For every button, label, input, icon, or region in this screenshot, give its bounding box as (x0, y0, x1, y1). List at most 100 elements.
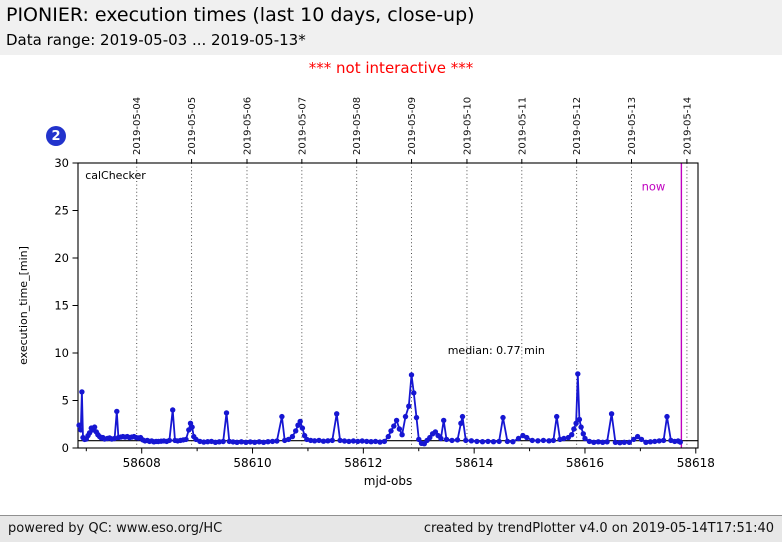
data-point (252, 439, 258, 445)
not-interactive-banner: *** not interactive *** (308, 59, 474, 77)
data-point (474, 438, 480, 445)
now-label: now (642, 180, 666, 194)
x-tick-label: 58616 (566, 456, 604, 470)
data-point (443, 436, 450, 443)
data-point (416, 436, 422, 443)
data-point (297, 418, 303, 425)
data-point (656, 438, 662, 444)
data-point (260, 439, 267, 445)
data-point (432, 429, 439, 435)
data-point (308, 437, 314, 444)
data-range-subtitle: Data range: 2019-05-03 ... 2019-05-13* (6, 31, 306, 49)
data-point (79, 389, 85, 395)
execution-times-chart: 2019-05-04 2019-05-05 2019-05-06 2019-05-07… (17, 97, 715, 488)
data-point (201, 439, 207, 445)
data-point (550, 437, 557, 444)
data-point (634, 433, 641, 440)
data-point (617, 440, 623, 446)
data-point (399, 432, 405, 438)
x-tick-label: 58612 (344, 456, 382, 470)
data-point (608, 411, 615, 417)
data-point (243, 439, 249, 445)
data-point (504, 438, 511, 445)
data-point (643, 439, 649, 445)
data-point (595, 439, 601, 445)
footer-created-by: created by trendPlotter v4.0 on 2019-05-… (423, 521, 774, 536)
data-point (325, 438, 331, 444)
data-point (449, 437, 455, 444)
data-point (359, 438, 365, 444)
data-point (569, 432, 575, 438)
data-point (571, 426, 577, 432)
data-point (677, 439, 683, 445)
data-point (406, 403, 412, 409)
data-line (78, 372, 681, 445)
data-point (76, 422, 82, 428)
data-point (621, 439, 627, 445)
data-point (582, 435, 588, 442)
data-point (364, 438, 370, 445)
top-axis-date-label: 2019-05-14 (682, 97, 693, 155)
data-point (459, 413, 466, 420)
data-point (350, 438, 357, 444)
data-point (413, 414, 420, 421)
data-point (341, 438, 348, 444)
data-point (220, 438, 226, 445)
data-point (311, 438, 318, 444)
data-point (454, 437, 461, 443)
top-axis-date-label: 2019-05-06 (242, 97, 253, 155)
data-point (427, 434, 433, 441)
data-point (580, 431, 586, 437)
data-point (438, 435, 444, 442)
y-tick-label: 20 (54, 251, 69, 265)
data-point (535, 438, 541, 444)
data-point (289, 433, 296, 440)
top-axis-date-label: 2019-05-10 (462, 97, 473, 155)
plot-number-badge: 2 (46, 126, 66, 146)
data-point (529, 437, 535, 444)
data-point (561, 435, 567, 442)
y-axis-title: execution_time_[min] (17, 246, 30, 365)
data-point (396, 426, 403, 432)
data-point (573, 420, 579, 426)
data-point (78, 427, 84, 433)
data-point (441, 417, 447, 424)
x-tick-label: 58618 (677, 456, 715, 470)
data-point (510, 439, 516, 445)
data-point (468, 438, 475, 444)
data-point (391, 423, 397, 429)
data-point (216, 439, 222, 445)
inner-label-calchecker: calChecker (85, 169, 146, 182)
data-point (189, 424, 195, 430)
data-point (612, 439, 619, 445)
data-point (500, 414, 506, 421)
data-point (377, 439, 383, 445)
data-point (638, 436, 645, 443)
data-point (230, 439, 236, 445)
data-point (234, 439, 240, 445)
data-point (91, 424, 98, 430)
y-tick-label: 10 (54, 346, 69, 360)
data-point (626, 439, 632, 445)
data-point (320, 438, 327, 444)
plot-border (77, 162, 699, 449)
data-point (269, 438, 276, 445)
data-point (408, 372, 415, 378)
chart-figure: *** not interactive *** 2 2019-05-04 2019… (0, 55, 782, 515)
data-point (247, 439, 253, 445)
data-point (223, 410, 230, 416)
x-tick-label: 58614 (455, 456, 493, 470)
data-point (591, 439, 597, 445)
data-point (299, 425, 306, 431)
data-point (575, 371, 581, 377)
data-point (183, 436, 189, 443)
data-point (411, 390, 417, 396)
data-point (631, 436, 637, 443)
data-point (554, 413, 560, 420)
page-title: PIONIER: execution times (last 10 days, … (6, 4, 475, 26)
data-point (578, 424, 584, 430)
data-point (381, 438, 388, 445)
data-point (393, 417, 400, 424)
data-point (285, 436, 292, 443)
data-point (385, 433, 391, 440)
